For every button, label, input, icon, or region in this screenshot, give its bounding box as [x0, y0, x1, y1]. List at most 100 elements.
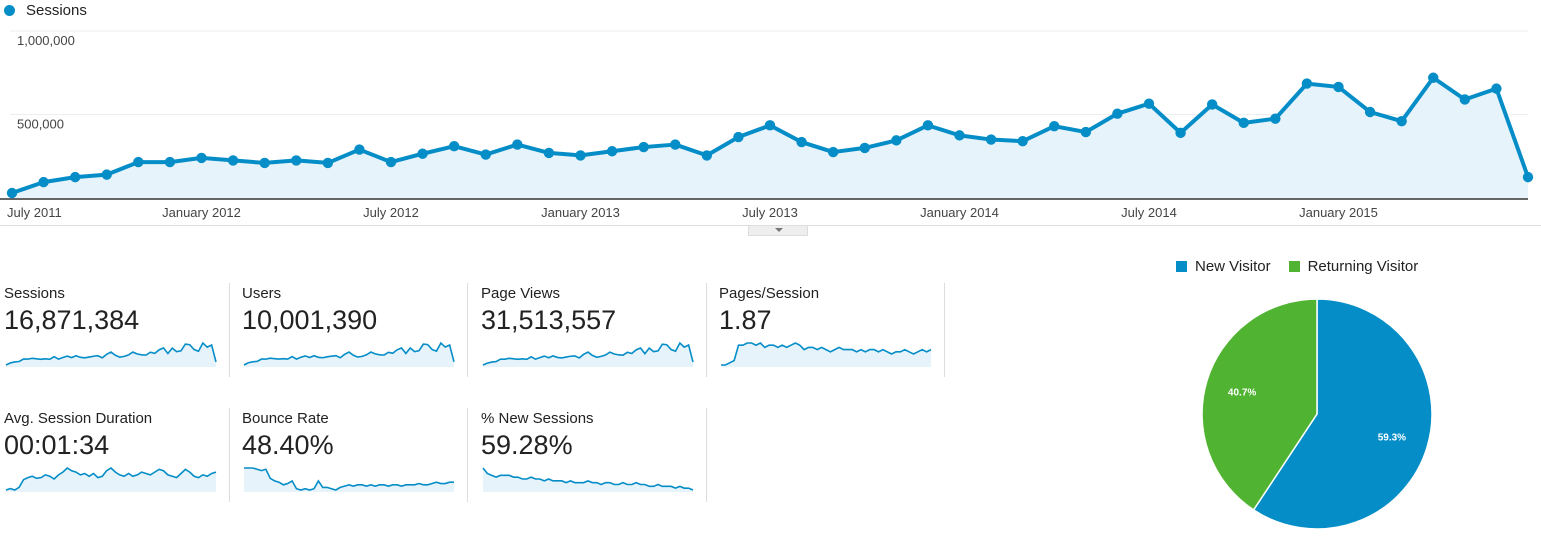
- data-point[interactable]: [38, 176, 49, 188]
- pie-slice-new-visitor[interactable]: [1252, 298, 1433, 530]
- data-point[interactable]: [764, 120, 776, 131]
- data-point[interactable]: [670, 139, 681, 150]
- data-point[interactable]: [1491, 83, 1502, 94]
- data-point[interactable]: [291, 155, 302, 166]
- chart-divider: [0, 225, 1541, 226]
- pie-legend: New Visitor Returning Visitor: [1176, 258, 1436, 275]
- metric-tile-avg-session-duration[interactable]: Avg. Session Duration 00:01:34: [0, 408, 230, 502]
- data-point[interactable]: [638, 141, 649, 153]
- metric-sparkline: [244, 467, 454, 492]
- data-point[interactable]: [1017, 136, 1028, 147]
- metric-value: 1.87: [719, 305, 772, 335]
- y-tick-label: 1,000,000: [17, 33, 75, 48]
- data-point[interactable]: [1143, 98, 1155, 109]
- metric-value: 31,513,557: [481, 305, 617, 335]
- data-point[interactable]: [1080, 126, 1092, 138]
- sparkline-line: [5, 466, 217, 491]
- legend-item-returning-visitor[interactable]: Returning Visitor: [1288, 258, 1418, 275]
- metric-sparkline: [721, 342, 932, 367]
- data-point[interactable]: [575, 150, 586, 161]
- data-point[interactable]: [133, 156, 144, 168]
- sessions-area: [12, 77, 1528, 198]
- data-point[interactable]: [259, 157, 270, 169]
- x-tick-label: January 2013: [541, 205, 620, 220]
- data-point[interactable]: [354, 144, 365, 155]
- metric-label: Pages/Session: [719, 285, 820, 302]
- data-point[interactable]: [606, 146, 618, 157]
- data-point[interactable]: [1112, 108, 1123, 119]
- data-point[interactable]: [1049, 120, 1060, 132]
- metric-label: Bounce Rate: [242, 410, 329, 427]
- data-point[interactable]: [922, 120, 934, 131]
- data-point[interactable]: [543, 147, 555, 159]
- data-point[interactable]: [891, 135, 902, 146]
- data-point[interactable]: [701, 150, 713, 161]
- data-point[interactable]: [1206, 99, 1218, 110]
- data-point[interactable]: [6, 187, 18, 199]
- data-point[interactable]: [1175, 127, 1186, 139]
- metric-tile-bounce-rate[interactable]: Bounce Rate 48.40%: [238, 408, 468, 502]
- sparkline-line: [482, 341, 694, 366]
- metric-tile-new-sessions[interactable]: % New Sessions 59.28%: [477, 408, 707, 502]
- sessions-legend-label: Sessions: [26, 1, 87, 19]
- new-visitor-swatch: [1176, 261, 1187, 272]
- data-point[interactable]: [480, 149, 491, 160]
- data-point[interactable]: [1459, 94, 1471, 105]
- metric-value: 00:01:34: [4, 430, 110, 460]
- new-visitor-label: New Visitor: [1195, 258, 1271, 275]
- sessions-legend-marker: [4, 4, 15, 16]
- metric-label: Page Views: [481, 285, 560, 302]
- data-point[interactable]: [954, 130, 965, 141]
- legend-item-new-visitor[interactable]: New Visitor: [1176, 258, 1271, 275]
- sparkline-line: [244, 467, 454, 491]
- data-point[interactable]: [322, 157, 334, 169]
- data-point[interactable]: [385, 156, 397, 168]
- metric-value: 16,871,384: [4, 305, 140, 335]
- sparkline-line: [5, 341, 217, 366]
- data-point[interactable]: [417, 148, 428, 159]
- metric-sparkline: [482, 341, 694, 367]
- data-point[interactable]: [796, 136, 807, 148]
- data-point[interactable]: [827, 146, 839, 158]
- metric-label: Avg. Session Duration: [4, 410, 153, 427]
- data-point[interactable]: [1333, 81, 1344, 93]
- metric-sparkline: [5, 341, 217, 367]
- collapse-chart-toggle[interactable]: [748, 226, 808, 236]
- data-point[interactable]: [101, 169, 112, 180]
- metric-sparkline: [5, 466, 217, 492]
- data-point[interactable]: [1522, 171, 1534, 183]
- data-point[interactable]: [1238, 117, 1249, 129]
- metric-tile-sessions[interactable]: Sessions 16,871,384: [0, 283, 230, 377]
- x-tick-label: July 2012: [363, 205, 419, 220]
- metric-sparkline: [482, 467, 694, 492]
- pie-slice-label: 40.7%: [1228, 387, 1256, 398]
- visitor-type-pie-chart: 59.3% 40.7%: [1201, 298, 1433, 530]
- data-point[interactable]: [1364, 106, 1376, 118]
- data-point[interactable]: [1396, 115, 1407, 127]
- data-point[interactable]: [69, 171, 81, 183]
- x-tick-label: July 2014: [1121, 205, 1177, 220]
- data-point[interactable]: [1301, 78, 1313, 89]
- data-point[interactable]: [196, 152, 207, 164]
- metric-label: % New Sessions: [481, 410, 594, 427]
- metric-tile-pages-session[interactable]: Pages/Session 1.87: [715, 283, 945, 377]
- metric-label: Sessions: [4, 285, 65, 302]
- metric-tile-page-views[interactable]: Page Views 31,513,557: [477, 283, 707, 377]
- sessions-line-chart: 1,000,000 500,000 July 2011 January 2012 Ju…: [0, 30, 1534, 220]
- data-point[interactable]: [1428, 72, 1439, 83]
- data-point[interactable]: [733, 131, 744, 143]
- data-point[interactable]: [448, 141, 460, 152]
- x-tick-label: January 2012: [162, 205, 241, 220]
- chart-legend[interactable]: Sessions: [4, 0, 87, 20]
- metric-tile-users[interactable]: Users 10,001,390: [238, 283, 468, 377]
- metric-sparkline: [243, 341, 455, 367]
- data-point[interactable]: [227, 155, 239, 166]
- sparkline-area: [244, 468, 454, 492]
- data-point[interactable]: [512, 139, 523, 150]
- data-point[interactable]: [859, 142, 870, 154]
- data-point[interactable]: [985, 134, 997, 145]
- data-point[interactable]: [164, 156, 176, 168]
- data-point[interactable]: [1270, 113, 1281, 124]
- metric-label: Users: [242, 285, 282, 302]
- pie-slice-returning-visitor[interactable]: [1201, 298, 1318, 511]
